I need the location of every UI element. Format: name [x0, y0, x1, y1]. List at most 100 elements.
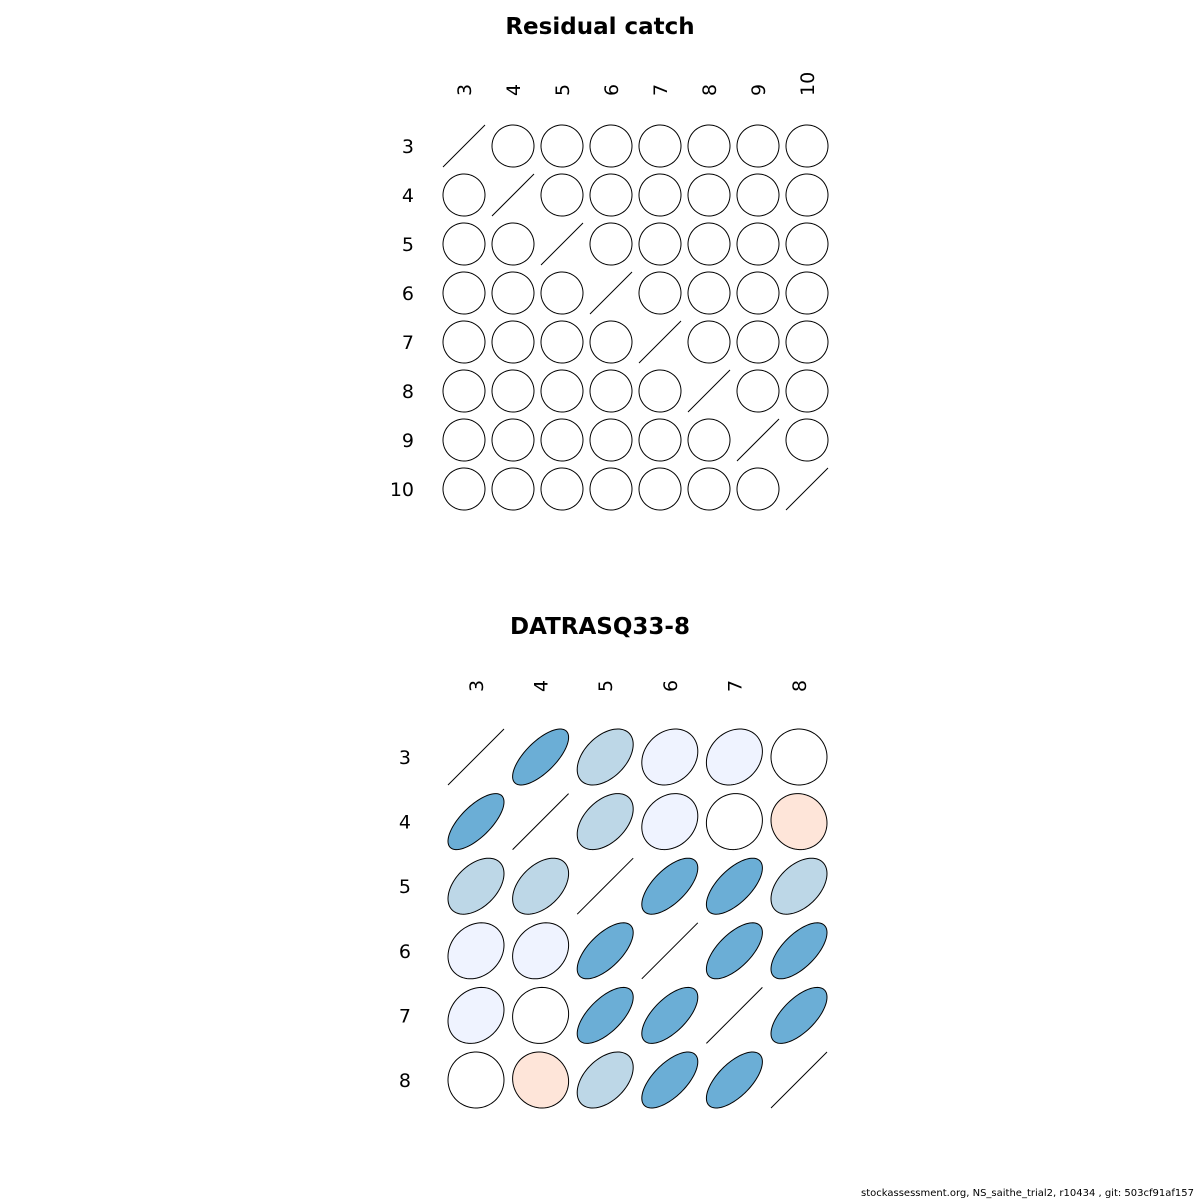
correlation-ellipse	[447, 1051, 505, 1109]
correlation-ellipse	[589, 369, 633, 413]
column-label: 7	[650, 84, 672, 96]
column-label: 5	[552, 84, 574, 96]
correlation-ellipse	[589, 418, 633, 462]
correlation-ellipse	[491, 369, 535, 413]
correlation-ellipse	[540, 369, 584, 413]
correlation-ellipse	[687, 124, 731, 168]
correlation-ellipse	[512, 922, 570, 980]
column-label: 4	[503, 84, 525, 96]
diagonal-line	[576, 857, 634, 915]
correlation-ellipse	[576, 922, 634, 980]
row-label: 3	[402, 136, 414, 158]
row-label: 7	[399, 1005, 411, 1027]
correlation-ellipse	[576, 728, 634, 786]
diagonal-line	[540, 222, 584, 266]
diagonal-line	[442, 124, 486, 168]
correlation-ellipse	[540, 271, 584, 315]
correlation-ellipse	[491, 222, 535, 266]
correlation-ellipse	[687, 320, 731, 364]
column-label: 6	[660, 680, 682, 692]
correlation-ellipse	[770, 922, 828, 980]
row-label: 3	[399, 747, 411, 769]
correlation-ellipse	[512, 728, 570, 786]
correlation-ellipse	[540, 320, 584, 364]
row-label: 5	[402, 234, 414, 256]
correlation-ellipse	[491, 418, 535, 462]
correlation-ellipse	[785, 222, 829, 266]
correlation-ellipse	[540, 418, 584, 462]
correlation-ellipse	[641, 793, 699, 851]
correlation-ellipse	[576, 986, 634, 1044]
correlation-ellipse	[705, 1051, 763, 1109]
correlation-ellipse	[785, 124, 829, 168]
column-label: 3	[454, 84, 476, 96]
correlation-ellipse	[638, 271, 682, 315]
row-label: 7	[402, 332, 414, 354]
correlation-ellipse	[491, 124, 535, 168]
diagonal-line	[706, 987, 763, 1044]
correlation-ellipse	[736, 124, 780, 168]
column-label: 7	[724, 680, 746, 692]
footer-text: stockassessment.org, NS_saithe_trial2, r…	[861, 1188, 1194, 1199]
correlation-ellipse	[687, 418, 731, 462]
correlation-ellipse	[576, 1051, 634, 1109]
correlation-ellipse	[736, 369, 780, 413]
column-label: 9	[748, 84, 770, 96]
column-label: 8	[789, 680, 811, 692]
correlation-ellipse	[785, 418, 829, 462]
correlation-ellipse	[687, 467, 731, 511]
row-label: 6	[402, 283, 414, 305]
diagonal-line	[736, 418, 780, 462]
correlation-ellipse	[512, 857, 570, 915]
row-label: 8	[399, 1070, 411, 1092]
correlation-ellipse	[785, 271, 829, 315]
correlation-ellipse	[447, 922, 505, 980]
correlation-ellipse	[785, 173, 829, 217]
correlation-ellipse	[589, 173, 633, 217]
correlation-ellipse	[638, 418, 682, 462]
correlation-ellipse	[705, 922, 763, 980]
chart-title: Residual catch	[505, 14, 694, 40]
correlation-ellipse	[638, 369, 682, 413]
correlation-ellipse	[491, 467, 535, 511]
correlation-ellipse	[687, 271, 731, 315]
correlation-ellipse	[638, 124, 682, 168]
correlation-ellipse	[638, 467, 682, 511]
correlation-ellipse	[641, 1051, 699, 1109]
correlation-ellipse	[589, 222, 633, 266]
correlation-ellipse	[442, 369, 486, 413]
row-label: 4	[402, 185, 414, 207]
correlation-ellipse	[770, 728, 828, 786]
correlation-ellipse	[447, 986, 505, 1044]
diagonal-line	[638, 320, 682, 364]
correlation-ellipse	[442, 320, 486, 364]
row-label: 8	[402, 381, 414, 403]
correlation-ellipse	[589, 124, 633, 168]
correlation-ellipse	[736, 320, 780, 364]
correlation-ellipse	[512, 986, 570, 1044]
correlation-ellipse	[589, 320, 633, 364]
correlation-ellipse	[540, 173, 584, 217]
diagonal-line	[687, 369, 731, 413]
correlation-ellipse	[785, 369, 829, 413]
correlation-ellipse	[736, 173, 780, 217]
diagonal-line	[491, 173, 535, 217]
correlation-ellipse	[770, 793, 828, 851]
correlation-ellipse	[736, 467, 780, 511]
correlation-ellipse	[576, 793, 634, 851]
correlation-ellipse	[736, 222, 780, 266]
correlation-ellipse	[442, 418, 486, 462]
correlation-ellipse	[687, 173, 731, 217]
row-label: 5	[399, 876, 411, 898]
diagonal-line	[641, 922, 699, 980]
correlation-ellipse	[447, 793, 505, 851]
chart-title: DATRASQ33-8	[510, 614, 690, 640]
correlation-ellipse	[705, 857, 763, 915]
diagonal-line	[447, 728, 505, 786]
row-label: 10	[390, 479, 414, 501]
correlation-ellipse	[442, 222, 486, 266]
correlation-ellipse	[687, 222, 731, 266]
correlation-ellipse	[491, 271, 535, 315]
correlation-ellipse	[641, 986, 699, 1044]
